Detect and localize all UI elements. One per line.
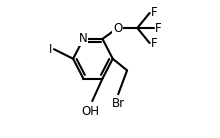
Text: N: N (79, 32, 88, 45)
Text: OH: OH (82, 105, 100, 118)
Text: Br: Br (112, 97, 125, 110)
Text: I: I (49, 43, 52, 56)
Text: F: F (151, 37, 158, 50)
Text: F: F (155, 22, 162, 34)
Text: O: O (113, 22, 122, 34)
Text: F: F (151, 6, 158, 19)
